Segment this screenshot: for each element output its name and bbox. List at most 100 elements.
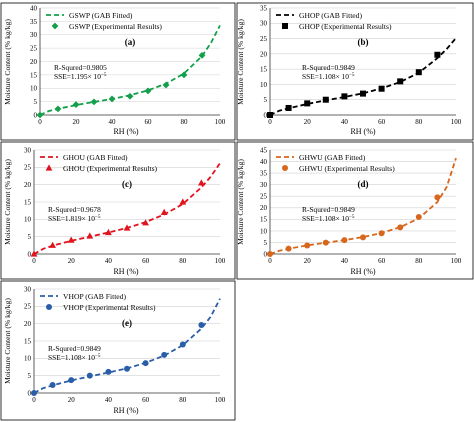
data-point-experimental [72, 101, 80, 108]
data-point-experimental [322, 239, 329, 246]
y-tick-label: 10 [30, 85, 38, 93]
legend-label-fitted: GHOP (GAB Fitted) [299, 11, 362, 20]
sse-exponent: −5 [95, 353, 101, 359]
x-tick-label: 100 [215, 118, 226, 126]
data-point-experimental [198, 322, 205, 329]
x-tick-label: 100 [215, 396, 226, 404]
data-point-experimental [30, 250, 38, 257]
y-tick-label: 30 [24, 146, 32, 154]
panel-frame [236, 141, 474, 280]
x-tick-label: 40 [109, 118, 117, 126]
legend-label-experimental: GHOP (Experimental Results) [299, 22, 392, 31]
data-point-experimental [49, 382, 56, 389]
data-point-experimental [397, 224, 404, 231]
legend-label-experimental: GHOU (Experimental Results) [63, 164, 158, 173]
data-point-experimental [142, 219, 149, 226]
panel-frame [236, 2, 474, 141]
data-point-experimental [179, 341, 186, 348]
sse-exponent: −5 [349, 72, 355, 78]
data-point-experimental [49, 241, 56, 248]
y-tick-label: 20 [260, 50, 268, 58]
x-tick-label: 0 [268, 118, 272, 126]
data-point-experimental [126, 92, 134, 100]
data-point-experimental [285, 104, 292, 111]
data-point-experimental [180, 71, 188, 79]
data-point-experimental [68, 377, 75, 384]
data-point-experimental [105, 368, 112, 375]
y-tick-label: 5 [28, 233, 32, 241]
data-point-experimental [397, 78, 404, 85]
y-tick-label: 35 [260, 4, 268, 12]
r-squared-annotation: R-Squred=0.9849 [302, 63, 355, 72]
panel-label: (b) [358, 37, 369, 47]
y-tick-label: 5 [28, 372, 32, 380]
data-point-experimental [285, 245, 292, 252]
x-tick-label: 20 [304, 257, 312, 265]
panel-frame [0, 280, 236, 421]
x-tick-label: 0 [268, 257, 272, 265]
x-tick-label: 0 [32, 396, 36, 404]
data-point-experimental [123, 224, 131, 231]
x-tick-label: 60 [142, 257, 150, 265]
data-point-experimental [322, 96, 329, 103]
y-tick-label: 25 [260, 35, 268, 43]
data-point-experimental [341, 93, 348, 100]
x-tick-label: 20 [304, 118, 312, 126]
y-tick-label: 0 [28, 389, 32, 397]
legend-marker-swatch [282, 165, 288, 171]
x-axis-label: RH (%) [113, 127, 138, 136]
data-point-experimental [267, 251, 273, 257]
panel-label: (d) [358, 179, 369, 189]
data-point-experimental [86, 372, 93, 379]
legend-marker-swatch [46, 304, 52, 310]
r-squared-annotation: R-Squred=0.9678 [48, 205, 101, 214]
y-tick-label: 15 [260, 66, 268, 74]
sse-annotation: SSE=1.195× 10−5 [54, 72, 107, 81]
data-point-experimental [360, 234, 366, 241]
y-tick-label: 5 [264, 239, 268, 247]
data-point-experimental [434, 51, 441, 58]
y-tick-label: 30 [260, 181, 268, 189]
y-tick-label: 20 [260, 204, 268, 212]
sse-exponent: −5 [101, 72, 107, 78]
y-axis-label: Moisture Content (% kg/kg) [3, 159, 12, 245]
y-tick-label: 25 [30, 45, 38, 53]
legend-label-fitted: GSWP (GAB Fitted) [69, 11, 133, 20]
y-tick-label: 25 [24, 164, 32, 172]
x-tick-label: 40 [105, 257, 113, 265]
x-tick-label: 100 [451, 257, 462, 265]
x-tick-label: 20 [73, 118, 81, 126]
y-tick-label: 35 [30, 18, 38, 26]
legend-label-fitted: VHOP (GAB Fitted) [63, 292, 126, 301]
y-tick-label: 0 [264, 250, 268, 258]
data-point-experimental [415, 69, 422, 76]
r-squared-annotation: R-Squred=0.9849 [302, 205, 355, 214]
data-point-experimental [304, 242, 311, 249]
data-point-experimental [267, 112, 273, 118]
y-tick-label: 35 [260, 170, 268, 178]
panel-frame [0, 141, 236, 280]
r-squared-annotation: R-Squred=0.9849 [48, 344, 101, 353]
data-point-experimental [415, 214, 422, 221]
data-point-experimental [86, 232, 94, 239]
data-point-experimental [198, 179, 205, 186]
y-tick-label: 0 [34, 111, 38, 119]
panel-label: (c) [122, 179, 132, 189]
r-squared-annotation: R-Squred=0.9805 [54, 63, 107, 72]
data-point-experimental [304, 100, 311, 107]
x-tick-label: 60 [145, 118, 153, 126]
legend-marker-swatch [51, 22, 59, 30]
data-point-experimental [124, 365, 130, 372]
y-tick-label: 30 [24, 285, 32, 293]
chart-panel-5: 0 5 10 15 20 25 30 0 20 40 60 80 100 RH (%) Moisture C… [0, 280, 236, 421]
data-point-experimental [179, 198, 187, 205]
y-tick-label: 30 [260, 20, 268, 28]
x-tick-label: 60 [378, 257, 386, 265]
x-tick-label: 100 [215, 257, 226, 265]
panel-label: (e) [122, 318, 132, 328]
x-axis-label: RH (%) [113, 406, 138, 415]
x-tick-label: 60 [378, 118, 386, 126]
data-point-experimental [360, 90, 366, 97]
legend-label-experimental: VHOP (Experimental Results) [63, 303, 156, 312]
chart-panel-3: 0 5 10 15 20 25 30 0 20 40 60 80 100 RH (%) Moisture C… [0, 141, 236, 280]
